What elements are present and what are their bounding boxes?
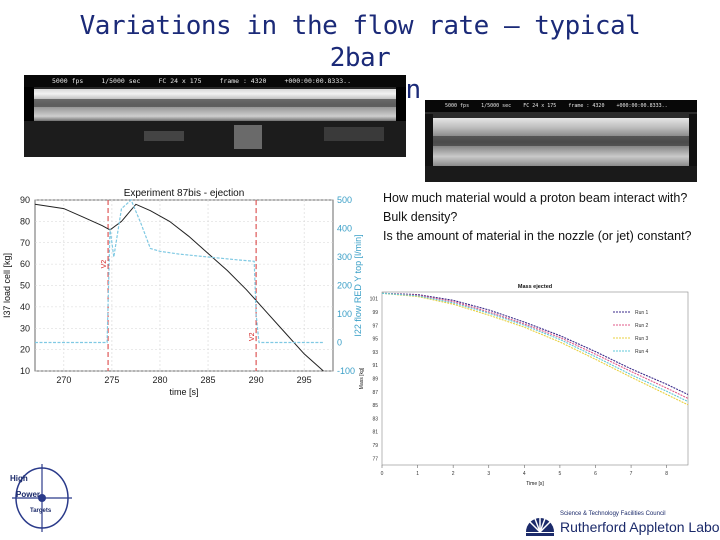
hpt-logo-graphic bbox=[12, 464, 72, 532]
experiment-ejection-chart: 270 275 280 285 290 295 10 20 30 40 50 60 70 80 90 -100… bbox=[2, 188, 363, 397]
chart2-x-tick-label: 6 bbox=[594, 471, 597, 477]
title-line-1: Variations in the flow rate – typical 2b… bbox=[79, 11, 641, 73]
chart1-x-tick-label: 270 bbox=[56, 375, 71, 385]
highspeed-photo-2: 5000 fps 1/5000 sec FC 24 x 175 frame : … bbox=[425, 100, 697, 182]
chart1-y-right-tick-label: 200 bbox=[337, 281, 352, 291]
photo-1-time: +000:00:00.8333.. bbox=[284, 77, 351, 85]
bullet-nozzle-material: Is the amount of material in the nozzle … bbox=[383, 229, 692, 243]
chart1-x-tick-label: 285 bbox=[201, 375, 216, 385]
chart2-y-tick-label: 81 bbox=[372, 430, 378, 436]
question-list: How much material would a proton beam in… bbox=[383, 190, 703, 247]
chart1-y-left-tick-label: 40 bbox=[20, 302, 30, 312]
chart1-y-right-tick-label: 500 bbox=[337, 195, 352, 205]
chart1-y-right-axis-label: I22 flow RED Y top [l/min] bbox=[353, 234, 363, 336]
chart2-legend-label: Run 3 bbox=[635, 336, 649, 342]
photo-2-overlay: 5000 fps 1/5000 sec FC 24 x 175 frame : … bbox=[425, 100, 697, 112]
chart1-y-left-tick-label: 20 bbox=[20, 345, 30, 355]
chart1-y-right-tick-label: 400 bbox=[337, 224, 352, 234]
photo-2-image bbox=[425, 100, 697, 182]
chart1-x-tick-label: 275 bbox=[104, 375, 119, 385]
photo-2-frame: frame : 4320 bbox=[568, 103, 605, 109]
photo-2-time: +000:00:00.8333.. bbox=[616, 103, 668, 109]
photo-1-image bbox=[24, 75, 406, 157]
chart2-y-axis-label: Mass [kg] bbox=[359, 367, 365, 389]
chart2-y-tick-label: 101 bbox=[370, 297, 379, 303]
chart2-y-tick-label: 89 bbox=[372, 377, 378, 383]
chart1-y-right-tick-label: 0 bbox=[337, 338, 342, 348]
chart2-plot-area bbox=[381, 291, 689, 466]
chart1-y-left-tick-label: 10 bbox=[20, 366, 30, 376]
chart2-x-tick-label: 5 bbox=[559, 471, 562, 477]
chart2-y-tick-label: 97 bbox=[372, 323, 378, 329]
chart2-legend-label: Run 2 bbox=[635, 323, 649, 329]
ral-council-name: Science & Technology Facilities Council bbox=[560, 511, 666, 517]
photo-2-fps: 5000 fps bbox=[445, 103, 470, 109]
chart2-series-run-3 bbox=[381, 292, 689, 406]
highspeed-photo-1: 5000 fps 1/5000 sec FC 24 x 175 frame : … bbox=[24, 75, 406, 157]
photo-1-frame: frame : 4320 bbox=[219, 77, 267, 85]
chart2-y-tick-label: 87 bbox=[372, 390, 378, 396]
photo-1-fps: 5000 fps bbox=[52, 77, 84, 85]
chart2-series-run-4 bbox=[381, 292, 689, 403]
rutherford-appleton-logo: Science & Technology Facilities Council … bbox=[520, 506, 720, 540]
mass-ejected-chart: 0 1 2 3 4 5 6 7 8 77 79 81 83 85 87 89 91 93 95 97 99 101 Mass… bbox=[359, 284, 689, 487]
hpt-logo-word-power: Power bbox=[16, 490, 41, 499]
chart2-x-tick-label: 0 bbox=[381, 471, 384, 477]
chart2-title: Mass ejected bbox=[518, 284, 552, 290]
chart1-x-tick-label: 280 bbox=[152, 375, 167, 385]
photo-1-overlay: 5000 fps 1/5000 sec FC 24 x 175 frame : … bbox=[24, 75, 406, 87]
chart2-y-tick-label: 85 bbox=[372, 403, 378, 409]
chart1-y-left-tick-label: 70 bbox=[20, 238, 30, 248]
chart1-y-right-tick-label: -100 bbox=[337, 366, 355, 376]
chart1-y-right-tick-label: 100 bbox=[337, 309, 352, 319]
chart1-y-left-tick-label: 60 bbox=[20, 259, 30, 269]
chart2-y-tick-label: 95 bbox=[372, 337, 378, 343]
chart2-x-tick-label: 4 bbox=[523, 471, 526, 477]
chart2-x-tick-label: 2 bbox=[452, 471, 455, 477]
chart2-y-tick-label: 91 bbox=[372, 363, 378, 369]
chart2-y-tick-label: 99 bbox=[372, 310, 378, 316]
chart1-title: Experiment 87bis - ejection bbox=[124, 188, 245, 199]
photo-2-res: FC 24 x 175 bbox=[523, 103, 557, 109]
chart2-y-tick-label: 79 bbox=[372, 443, 378, 449]
chart1-y-left-tick-label: 90 bbox=[20, 195, 30, 205]
chart2-x-tick-label: 7 bbox=[630, 471, 633, 477]
chart1-valve-marker-label: V2 bbox=[101, 260, 108, 269]
chart2-x-axis-label: Time [s] bbox=[526, 481, 544, 487]
chart2-y-tick-label: 93 bbox=[372, 350, 378, 356]
chart1-series-load-cell bbox=[34, 203, 324, 372]
chart1-y-left-tick-label: 30 bbox=[20, 323, 30, 333]
chart2-x-tick-label: 1 bbox=[416, 471, 419, 477]
chart2-legend-label: Run 4 bbox=[635, 349, 649, 355]
chart1-y-left-tick-label: 80 bbox=[20, 216, 30, 226]
photo-1-res: FC 24 x 175 bbox=[158, 77, 202, 85]
chart2-series-run-2 bbox=[381, 292, 689, 399]
chart2-legend-label: Run 1 bbox=[635, 310, 649, 316]
chart1-x-axis-label: time [s] bbox=[169, 387, 198, 397]
bullet-proton-beam: How much material would a proton beam in… bbox=[383, 191, 688, 205]
chart1-y-left-tick-label: 50 bbox=[20, 281, 30, 291]
high-power-targets-logo: High Power Targets bbox=[8, 462, 74, 534]
chart2-x-tick-label: 8 bbox=[665, 471, 668, 477]
chart2-x-tick-label: 3 bbox=[487, 471, 490, 477]
chart1-x-tick-label: 295 bbox=[297, 375, 312, 385]
slide-title: Variations in the flow rate – typical 2b… bbox=[60, 10, 660, 106]
hpt-logo-word-high: High bbox=[10, 474, 28, 483]
chart2-y-tick-label: 77 bbox=[372, 456, 378, 462]
chart1-valve-marker-label: V2 bbox=[249, 332, 256, 341]
photo-2-shutter: 1/5000 sec bbox=[481, 103, 512, 109]
chart1-series-flow bbox=[35, 198, 324, 344]
sunburst-icon bbox=[522, 514, 558, 540]
bullet-bulk-density: Bulk density? bbox=[383, 210, 458, 224]
chart1-x-tick-label: 290 bbox=[249, 375, 264, 385]
hpt-logo-word-targets: Targets bbox=[30, 508, 52, 514]
chart1-y-left-axis-label: I37 load cell [kg] bbox=[2, 253, 12, 318]
photo-1-shutter: 1/5000 sec bbox=[101, 77, 141, 85]
ral-lab-name: Rutherford Appleton Laboratory bbox=[560, 519, 720, 535]
chart1-y-right-tick-label: 300 bbox=[337, 252, 352, 262]
chart2-series-run-1 bbox=[381, 292, 689, 395]
chart2-y-tick-label: 83 bbox=[372, 416, 378, 422]
